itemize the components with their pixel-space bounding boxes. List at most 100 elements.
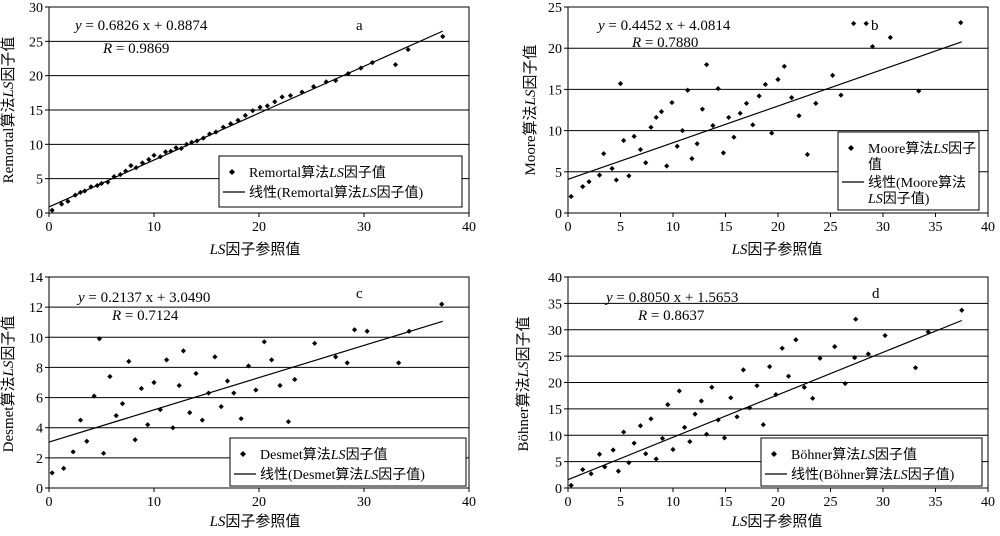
- y-tick-label: 15: [548, 403, 562, 418]
- data-point: [113, 413, 119, 419]
- data-point: [168, 148, 174, 154]
- data-point: [704, 431, 710, 437]
- legend-text-italic: LS: [859, 448, 875, 463]
- r-symbol: R: [637, 308, 647, 324]
- legend-entry-trend: 线性(Böhner算法LS因子值): [791, 467, 955, 483]
- equation-terms: = 0.8050 x + 1.5653: [613, 290, 739, 306]
- chart-panel-d: 0 5 10 15 20 25 30 35 40 0 5 10 15 20 25 30 35 40 y = 0.80…: [514, 271, 995, 530]
- legend-box: [760, 437, 983, 487]
- data-point: [84, 438, 90, 444]
- x-tick-label: 30: [357, 220, 371, 235]
- data-point: [715, 417, 721, 423]
- y-tick-label: 2: [36, 452, 43, 467]
- data-point: [245, 363, 252, 369]
- legend-text: Moore算法: [868, 141, 933, 157]
- data-point: [679, 128, 686, 134]
- data-point: [601, 151, 607, 157]
- data-point: [685, 87, 691, 93]
- legend-box: [218, 155, 463, 208]
- x-tick-label: 30: [357, 495, 371, 510]
- data-point: [653, 114, 659, 121]
- data-point: [272, 99, 278, 105]
- data-point: [96, 336, 102, 342]
- data-point: [105, 179, 111, 185]
- data-point: [709, 384, 715, 390]
- data-point: [207, 131, 213, 137]
- data-point: [170, 425, 176, 431]
- regression-equation: y = 0.8050 x + 1.5653: [604, 290, 738, 306]
- data-point: [785, 373, 792, 379]
- x-tick-label: 20: [252, 495, 266, 510]
- x-tick-label: 35: [929, 495, 943, 510]
- data-point: [218, 404, 224, 410]
- r-symbol: R: [631, 35, 641, 51]
- x-axis-label: LS因子参照值: [209, 241, 301, 258]
- trend-line: [567, 41, 962, 180]
- x-tick-label: 10: [147, 495, 161, 510]
- data-point: [568, 482, 574, 488]
- data-point: [126, 358, 132, 364]
- y-axis-label-text: Böhner算法: [514, 377, 532, 451]
- data-point: [779, 345, 785, 351]
- x-axis-label-text: 因子参照值: [225, 241, 300, 258]
- data-point: [82, 188, 88, 194]
- legend-text: 因子值): [883, 191, 930, 207]
- data-point: [77, 189, 84, 195]
- x-axis-label-text: 因子参照值: [225, 513, 300, 530]
- data-point: [369, 60, 375, 66]
- y-tick-label: 15: [29, 104, 43, 119]
- y-axis-label-text: Desmet算法: [0, 377, 17, 453]
- legend-text-italic: LS: [330, 448, 346, 463]
- data-point: [580, 466, 586, 473]
- y-axis-label-text: 因子值: [0, 37, 17, 82]
- data-point: [440, 33, 446, 40]
- data-point: [392, 62, 399, 68]
- data-point: [200, 135, 206, 141]
- data-point: [117, 171, 123, 178]
- y-tick-label: 0: [555, 482, 562, 497]
- r-value: = 0.8637: [647, 308, 705, 324]
- data-point: [199, 417, 205, 423]
- legend-text-italic: LS: [867, 192, 883, 207]
- y-axis-label: Desmet算法LS因子值: [0, 316, 17, 453]
- data-point: [830, 72, 836, 78]
- y-axis-label-text: 因子值: [522, 45, 539, 90]
- panel-letter: c: [356, 286, 363, 302]
- x-axis-label-italic: LS: [731, 514, 748, 530]
- chart-panel-b: 0 5 10 15 20 25 0 5 10 15 20 25 30 35 40 y = 0.4452 x +…: [521, 1, 995, 258]
- data-point: [925, 329, 931, 335]
- x-tick-label: 15: [719, 220, 733, 235]
- data-point: [781, 63, 787, 69]
- data-point: [626, 460, 632, 466]
- y-tick-label: 25: [29, 35, 43, 50]
- data-point: [704, 62, 710, 68]
- data-point: [277, 382, 283, 389]
- data-point: [817, 355, 823, 361]
- x-tick-label: 20: [771, 220, 785, 235]
- x-tick-label: 40: [462, 495, 476, 510]
- y-tick-label: 30: [29, 1, 43, 16]
- data-point: [231, 390, 237, 396]
- data-point: [731, 134, 737, 140]
- data-point: [98, 180, 105, 187]
- x-axis-label: LS因子参照值: [209, 513, 301, 530]
- data-point: [91, 393, 97, 399]
- data-point: [810, 395, 816, 401]
- equation-y: y: [76, 290, 85, 306]
- y-tick-label: 10: [548, 429, 562, 444]
- data-point: [344, 360, 350, 366]
- correlation-coefficient: R = 0.9869: [102, 41, 169, 57]
- data-point: [351, 327, 358, 333]
- data-point: [77, 417, 84, 423]
- x-tick-label: 30: [876, 495, 890, 510]
- data-point: [250, 108, 256, 114]
- data-point: [596, 172, 603, 178]
- y-tick-label: 40: [548, 271, 562, 286]
- data-point: [838, 92, 844, 98]
- legend-text-italic: LS: [932, 142, 948, 157]
- x-tick-label: 30: [876, 220, 890, 235]
- data-point: [734, 414, 740, 420]
